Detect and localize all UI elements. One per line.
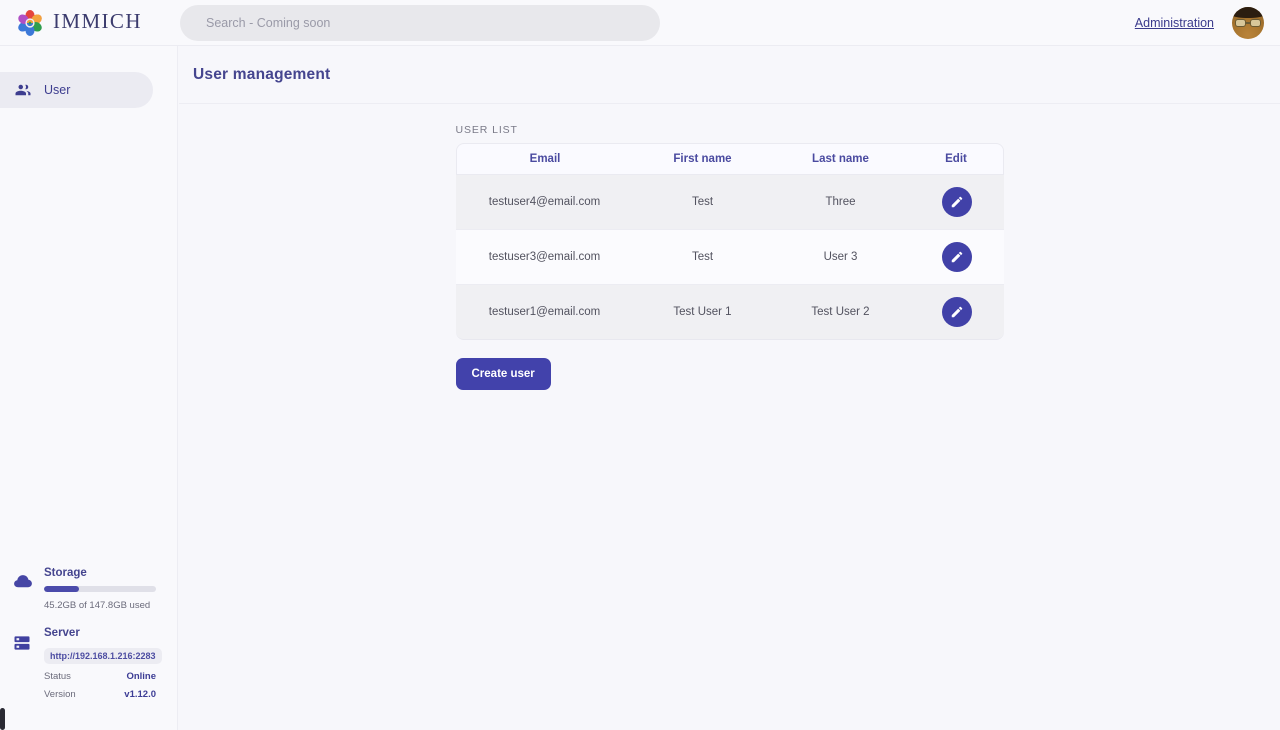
brand-name: IMMICH: [53, 9, 142, 33]
column-header-email[interactable]: Email: [455, 143, 634, 175]
table-row[interactable]: testuser4@email.com Test Three: [455, 175, 1004, 230]
storage-progress-fill: [44, 586, 79, 592]
edit-user-button[interactable]: [941, 242, 972, 272]
server-status-row: Status Online: [44, 671, 156, 682]
table-row[interactable]: testuser3@email.com Test User 3: [455, 230, 1004, 285]
users-group-icon: [14, 81, 32, 99]
cell-edit: [909, 230, 1004, 285]
cell-first-name: Test User 1: [633, 285, 772, 340]
storage-progress-track: [44, 586, 156, 592]
sidebar-item-user[interactable]: User: [0, 72, 153, 108]
immich-lens-logo-icon: [16, 9, 44, 37]
pencil-icon: [950, 305, 964, 319]
cell-last-name: Test User 2: [771, 285, 910, 340]
avatar-hair: [1232, 7, 1264, 18]
server-version-value: v1.12.0: [124, 689, 156, 700]
table-row[interactable]: testuser1@email.com Test User 1 Test Use…: [455, 285, 1004, 340]
user-list-label: USER LIST: [455, 124, 518, 136]
sidebar-status-section: Storage 45.2GB of 147.8GB used: [0, 567, 178, 716]
cell-email: testuser3@email.com: [455, 230, 634, 285]
page-header: User management: [179, 46, 1280, 104]
page-title: User management: [193, 65, 331, 83]
server-status-label: Status: [44, 671, 71, 682]
cell-first-name: Test: [633, 175, 772, 230]
user-table: Email First name Last name Edit testuser…: [455, 143, 1004, 340]
column-header-edit: Edit: [909, 143, 1004, 175]
storage-panel: Storage 45.2GB of 147.8GB used: [12, 567, 166, 611]
sidebar: User Storage 45.2GB of 147.8GB used: [0, 46, 178, 730]
server-version-row: Version v1.12.0: [44, 689, 156, 700]
content-area: USER LIST Email First name Last name Edi…: [179, 104, 1280, 390]
server-rack-icon: [12, 627, 34, 700]
topbar-right-actions: Administration: [1135, 0, 1264, 46]
sidebar-item-label: User: [44, 83, 71, 97]
server-title: Server: [44, 627, 80, 639]
cell-email: testuser4@email.com: [455, 175, 634, 230]
pencil-icon: [950, 195, 964, 209]
server-version-label: Version: [44, 689, 76, 700]
server-url[interactable]: http://192.168.1.216:2283: [44, 648, 162, 664]
cloud-icon: [12, 567, 34, 611]
avatar-sunglasses: [1235, 19, 1261, 27]
cell-edit: [909, 285, 1004, 340]
server-panel: Server http://192.168.1.216:2283 Status …: [12, 627, 166, 700]
edit-user-button[interactable]: [941, 187, 972, 217]
main-content: User management USER LIST Email First na…: [179, 46, 1280, 730]
column-header-last-name[interactable]: Last name: [771, 143, 910, 175]
avatar[interactable]: [1232, 7, 1264, 39]
user-list-section: USER LIST Email First name Last name Edi…: [455, 124, 1004, 390]
scrollbar-thumb[interactable]: [0, 708, 5, 730]
column-header-first-name[interactable]: First name: [633, 143, 772, 175]
create-user-button[interactable]: Create user: [455, 358, 551, 390]
cell-edit: [909, 175, 1004, 230]
storage-title: Storage: [44, 567, 87, 579]
cell-email: testuser1@email.com: [455, 285, 634, 340]
storage-caption: 45.2GB of 147.8GB used: [44, 600, 151, 611]
top-navigation-bar: IMMICH Administration: [0, 0, 1280, 46]
edit-user-button[interactable]: [941, 297, 972, 327]
cell-first-name: Test: [633, 230, 772, 285]
search-input[interactable]: [180, 5, 660, 41]
brand-logo-link[interactable]: IMMICH: [16, 9, 166, 37]
cell-last-name: User 3: [771, 230, 910, 285]
pencil-icon: [950, 250, 964, 264]
cell-last-name: Three: [771, 175, 910, 230]
table-header-row: Email First name Last name Edit: [455, 143, 1004, 175]
administration-link[interactable]: Administration: [1134, 16, 1214, 30]
server-status-value: Online: [126, 671, 156, 682]
